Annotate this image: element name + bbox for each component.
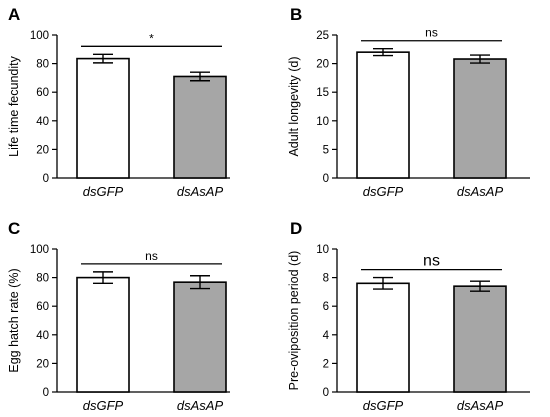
significance-label: ns bbox=[423, 253, 440, 270]
y-axis-label: Adult longevity (d) bbox=[287, 56, 301, 156]
bar-dsgfp bbox=[76, 57, 130, 179]
bar-dsasap bbox=[173, 281, 227, 393]
y-tick-label: 40 bbox=[36, 330, 49, 342]
y-tick-label: 60 bbox=[36, 301, 49, 313]
y-tick-label: 20 bbox=[316, 59, 329, 71]
panel-letter: C bbox=[8, 219, 20, 238]
y-tick-label: 25 bbox=[316, 30, 329, 42]
y-tick-label: 2 bbox=[323, 358, 329, 370]
category-label: dsGFP bbox=[83, 398, 124, 413]
panel-a: A 0 20 40 60 80 100 Life time fecundity dsGFP dsA… bbox=[7, 5, 230, 199]
y-tick-label: 0 bbox=[43, 173, 49, 185]
category-label: dsAsAP bbox=[177, 398, 224, 413]
y-tick-label: 10 bbox=[316, 116, 329, 128]
category-label: dsAsAP bbox=[457, 398, 504, 413]
category-label: dsGFP bbox=[83, 184, 124, 199]
y-tick-label: 80 bbox=[36, 59, 49, 71]
bar-dsgfp bbox=[356, 51, 410, 179]
panel-letter: D bbox=[290, 219, 302, 238]
category-label: dsAsAP bbox=[177, 184, 224, 199]
y-tick-label: 20 bbox=[36, 358, 49, 370]
y-tick-label: 20 bbox=[36, 144, 49, 156]
y-tick-label: 15 bbox=[316, 87, 329, 99]
y-tick-label: 100 bbox=[30, 30, 49, 42]
panel-b: B 0 5 10 15 20 25 Adult longevity (d) dsGFP dsAsA… bbox=[287, 5, 530, 199]
panel-letter: A bbox=[8, 5, 20, 24]
panel-letter: B bbox=[290, 5, 302, 24]
y-tick-label: 6 bbox=[323, 301, 329, 313]
y-axis-label: Life time fecundity bbox=[7, 55, 21, 156]
y-tick-label: 5 bbox=[323, 144, 329, 156]
bar-dsgfp bbox=[76, 276, 130, 393]
category-label: dsGFP bbox=[363, 184, 404, 199]
y-tick-label: 80 bbox=[36, 273, 49, 285]
y-tick-label: 8 bbox=[323, 273, 329, 285]
bar-dsasap bbox=[453, 285, 507, 393]
y-tick-label: 10 bbox=[316, 244, 329, 256]
category-label: dsAsAP bbox=[457, 184, 504, 199]
bar-dsasap bbox=[173, 75, 227, 179]
significance-label: ns bbox=[145, 249, 158, 263]
y-tick-label: 40 bbox=[36, 116, 49, 128]
bar-dsasap bbox=[453, 58, 507, 179]
significance-label: * bbox=[149, 31, 154, 45]
panel-c: C 0 20 40 60 80 100 Egg hatch rate (%) dsGFP dsAs… bbox=[7, 219, 230, 413]
y-tick-label: 100 bbox=[30, 244, 49, 256]
category-label: dsGFP bbox=[363, 398, 404, 413]
y-axis-label: Egg hatch rate (%) bbox=[7, 268, 21, 372]
panel-d: D 0 2 4 6 8 10 Pre-oviposition period (d) dsGFP d… bbox=[287, 219, 530, 413]
y-tick-label: 0 bbox=[43, 387, 49, 399]
y-tick-label: 4 bbox=[323, 330, 330, 342]
significance-label: ns bbox=[425, 26, 438, 40]
bar-dsgfp bbox=[356, 282, 410, 393]
y-axis-label: Pre-oviposition period (d) bbox=[287, 251, 301, 391]
y-tick-label: 0 bbox=[323, 387, 329, 399]
y-tick-label: 60 bbox=[36, 87, 49, 99]
y-tick-label: 0 bbox=[323, 173, 329, 185]
